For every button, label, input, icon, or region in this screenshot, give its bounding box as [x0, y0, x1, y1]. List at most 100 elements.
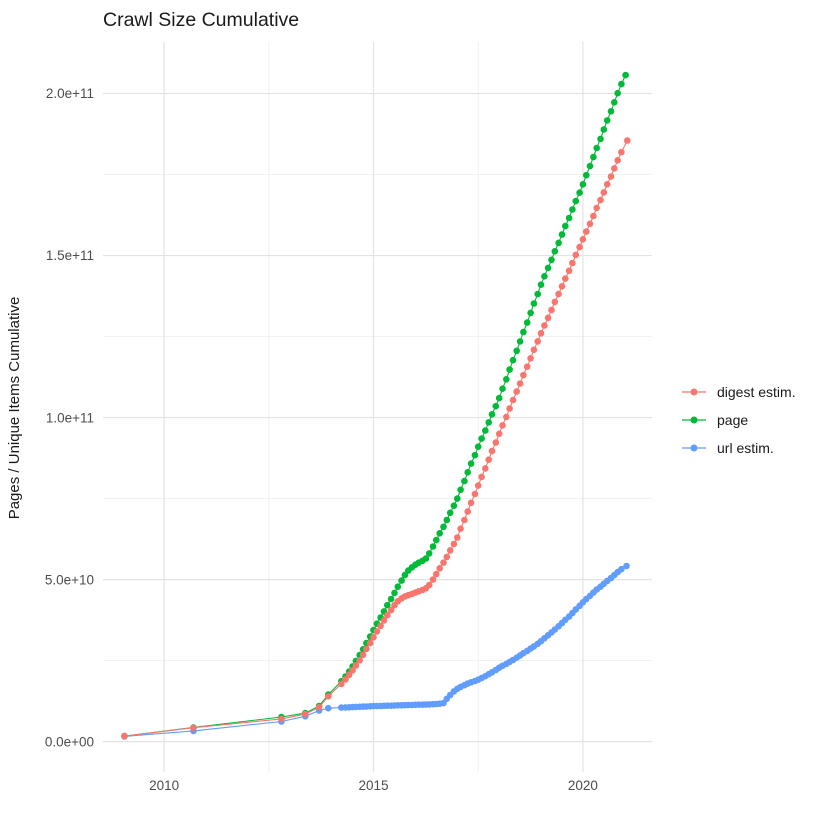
data-point [618, 565, 625, 573]
data-point [600, 126, 608, 133]
data-point [558, 283, 566, 290]
data-point [513, 388, 520, 395]
data-point [471, 451, 479, 459]
data-point [558, 231, 566, 238]
data-point [454, 534, 461, 541]
data-point [366, 639, 374, 647]
y-tick-label: 0.0e+00 [45, 734, 94, 749]
data-point [576, 189, 583, 196]
data-point [565, 214, 573, 222]
data-point [579, 236, 587, 243]
data-point [342, 676, 349, 683]
data-point [457, 486, 464, 494]
data-point [583, 228, 590, 235]
data-point [537, 281, 545, 289]
data-point [603, 117, 611, 124]
data-point [603, 181, 611, 188]
data-point [611, 99, 618, 106]
data-point [384, 611, 391, 619]
data-point [471, 490, 479, 498]
data-point [349, 667, 356, 674]
data-point [454, 495, 461, 502]
data-point [593, 144, 600, 152]
legend-key-dot-icon [690, 416, 698, 424]
chart-title: Crawl Size Cumulative [103, 9, 299, 31]
data-point [572, 251, 580, 259]
data-point [450, 502, 458, 510]
data-point [363, 645, 370, 653]
data-point [422, 555, 430, 562]
data-point [503, 413, 510, 421]
data-point [527, 355, 534, 362]
y-axis-title: Pages / Unique Items Cumulative [6, 297, 23, 520]
data-point [478, 435, 485, 442]
data-point [325, 693, 332, 700]
data-point [391, 589, 398, 597]
data-point [569, 259, 576, 267]
data-point [488, 447, 496, 455]
data-point [485, 419, 493, 426]
data-point [387, 595, 395, 603]
data-point [433, 570, 440, 578]
data-point [541, 322, 548, 329]
data-point [523, 363, 531, 371]
data-point [429, 543, 437, 550]
data-point [600, 189, 608, 196]
data-point [495, 430, 503, 438]
data-point [352, 662, 360, 669]
data-point [492, 402, 500, 410]
legend-item-page: page [682, 412, 748, 428]
data-point [429, 576, 437, 583]
y-tick-label: 1.5e+11 [46, 248, 94, 263]
data-point [302, 710, 309, 718]
data-point [121, 732, 128, 740]
data-point [534, 338, 541, 345]
data-point [190, 724, 197, 731]
data-point [485, 456, 493, 464]
data-point [597, 135, 604, 143]
data-point [425, 581, 433, 589]
data-point [562, 222, 569, 230]
data-point [509, 396, 517, 404]
x-tick-label: 2020 [568, 778, 598, 793]
data-point [548, 256, 555, 264]
data-point [569, 206, 576, 213]
legend-item-url-estim-: url estim. [682, 440, 774, 456]
data-point [618, 80, 625, 88]
y-tick-label: 1.0e+11 [46, 410, 94, 425]
data-point [325, 704, 332, 712]
data-point [440, 523, 447, 531]
data-point [464, 469, 472, 476]
data-point [457, 525, 464, 532]
data-point [527, 309, 534, 317]
x-tick-label: 2015 [358, 778, 388, 793]
data-point [425, 550, 433, 557]
data-point [572, 197, 580, 205]
x-tick-label: 2010 [149, 778, 179, 793]
data-point [482, 465, 489, 472]
data-point [516, 380, 524, 387]
data-point [551, 248, 559, 255]
data-point [443, 516, 451, 524]
y-tick-label: 5.0e+10 [45, 572, 94, 587]
legend-label: page [717, 412, 748, 428]
data-point [593, 204, 600, 212]
data-point [384, 601, 391, 609]
data-point [492, 439, 500, 446]
data-point [377, 622, 384, 630]
y-tick-label: 2.0e+11 [46, 86, 94, 101]
data-point [607, 108, 615, 115]
data-point [315, 704, 323, 711]
series-digest-estim- [121, 137, 631, 740]
data-point [503, 376, 510, 383]
data-point [537, 330, 545, 337]
legend-item-digest-estim-: digest estim. [682, 384, 796, 400]
data-point [461, 477, 468, 485]
data-point [387, 606, 395, 614]
data-point [590, 212, 597, 220]
data-point [440, 559, 447, 566]
data-point [576, 243, 583, 251]
axis-tick-labels: 0.0e+00 5.0e+10 1.0e+11 1.5e+11 2.0e+11 2010 2… [45, 86, 598, 793]
data-point [495, 394, 503, 402]
